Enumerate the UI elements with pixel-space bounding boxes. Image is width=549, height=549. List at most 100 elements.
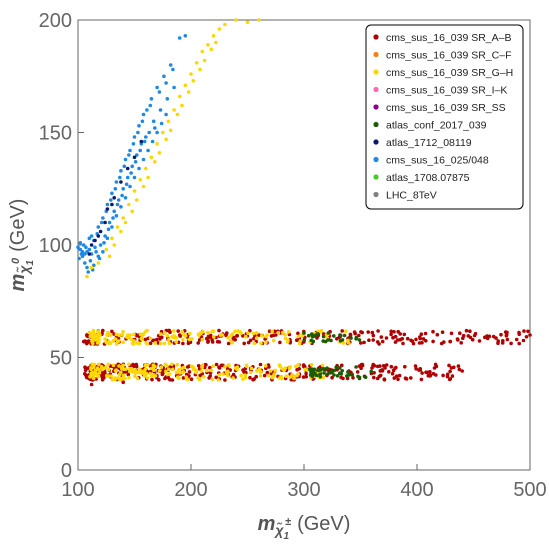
data-point: [105, 207, 110, 211]
data-point: [380, 339, 385, 344]
data-point: [113, 337, 118, 341]
data-point: [110, 225, 114, 229]
data-point: [202, 374, 206, 379]
data-point: [329, 338, 333, 343]
data-point: [128, 184, 132, 189]
data-point: [85, 265, 89, 270]
data-point: [244, 363, 249, 368]
data-point: [145, 342, 149, 346]
data-point: [148, 336, 153, 341]
data-point: [133, 160, 138, 164]
data-point: [184, 375, 189, 379]
data-point: [139, 336, 144, 341]
data-point: [420, 371, 424, 375]
data-point: [127, 153, 131, 157]
data-point: [96, 225, 101, 229]
data-point: [473, 331, 478, 336]
legend-marker: [373, 51, 379, 58]
data-point: [270, 329, 275, 334]
data-point: [375, 376, 380, 381]
data-point: [285, 340, 290, 344]
data-point: [217, 365, 221, 370]
data-point: [194, 61, 199, 65]
data-point: [111, 216, 115, 220]
data-point: [87, 236, 92, 241]
legend-marker: [373, 86, 379, 93]
data-point: [321, 339, 326, 343]
data-point: [215, 339, 220, 344]
data-point: [396, 377, 400, 382]
data-point: [96, 367, 101, 372]
data-point: [113, 377, 117, 382]
data-point: [330, 370, 334, 375]
data-point: [127, 362, 131, 367]
data-point: [251, 331, 256, 336]
data-point: [258, 362, 263, 367]
data-point: [91, 332, 96, 337]
data-point: [447, 377, 452, 382]
data-point: [433, 362, 438, 367]
data-point: [116, 376, 120, 380]
data-point: [346, 370, 350, 374]
data-point: [346, 338, 350, 343]
data-point: [144, 166, 148, 171]
data-point: [93, 238, 97, 243]
data-point: [284, 374, 289, 379]
data-point: [149, 97, 154, 101]
data-point: [249, 366, 254, 371]
data-point: [226, 363, 231, 367]
data-point: [293, 364, 298, 369]
data-point: [393, 340, 398, 344]
data-point: [357, 333, 361, 338]
data-point: [352, 330, 357, 334]
data-point: [83, 261, 87, 265]
data-point: [514, 337, 519, 342]
data-point: [217, 27, 222, 31]
data-point: [273, 368, 278, 373]
data-point: [172, 108, 176, 112]
data-point: [448, 339, 452, 344]
data-point: [125, 335, 129, 340]
data-point: [251, 377, 255, 382]
data-point: [131, 370, 135, 374]
data-point: [280, 367, 284, 371]
data-point: [403, 364, 407, 369]
data-point: [332, 368, 337, 373]
y-axis-title: mχ̃10(GeV): [7, 199, 36, 292]
data-point: [188, 331, 192, 336]
data-point: [161, 130, 165, 135]
data-point: [185, 365, 190, 369]
data-point: [200, 365, 204, 370]
data-point: [132, 332, 136, 337]
data-point: [321, 334, 326, 339]
data-point: [183, 34, 188, 38]
data-point: [91, 328, 96, 333]
data-point: [304, 371, 308, 376]
data-point: [319, 328, 324, 333]
data-point: [517, 341, 521, 346]
data-point: [435, 332, 440, 337]
data-point: [200, 49, 205, 54]
data-point: [414, 367, 418, 371]
data-point: [225, 369, 230, 374]
data-point: [113, 368, 118, 373]
data-point: [96, 234, 101, 238]
data-point: [101, 216, 105, 220]
data-point: [380, 368, 384, 372]
data-point: [186, 341, 191, 346]
legend-label: LHC_8TeV: [386, 189, 437, 201]
data-point: [117, 339, 121, 343]
data-point: [160, 335, 164, 340]
data-point: [76, 245, 80, 250]
data-point: [198, 377, 202, 382]
data-point: [182, 332, 186, 337]
data-point: [517, 332, 521, 337]
data-point: [163, 362, 168, 367]
data-point: [107, 367, 111, 372]
data-point: [342, 333, 347, 338]
data-point: [138, 148, 142, 153]
data-point: [121, 373, 126, 378]
data-point: [335, 374, 340, 378]
data-point: [302, 331, 306, 335]
data-point: [216, 378, 221, 382]
